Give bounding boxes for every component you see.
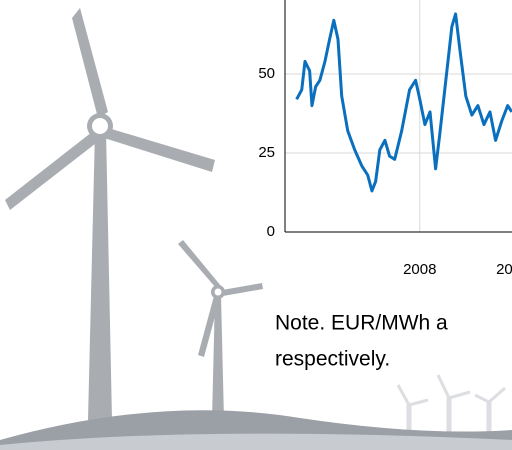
y-tick-label: 50 [258,65,275,82]
x-tick-label: 2008 [403,261,436,278]
faint-turbines [396,374,506,450]
small-turbine [178,240,263,420]
y-tick-label: 75 [258,0,275,3]
x-tick-label: 2010 [496,261,512,278]
ground-light [0,433,512,450]
y-tick-label: 25 [258,144,275,161]
y-tick-label: 0 [267,223,275,240]
big-turbine [5,8,215,420]
price-line [295,12,512,193]
plot: 0 25 50 75 2008 2010 [258,0,512,278]
wind-turbines [0,8,512,450]
note-line: respectively. [275,348,390,371]
note-line: Note. EUR/MWh a [275,312,448,335]
